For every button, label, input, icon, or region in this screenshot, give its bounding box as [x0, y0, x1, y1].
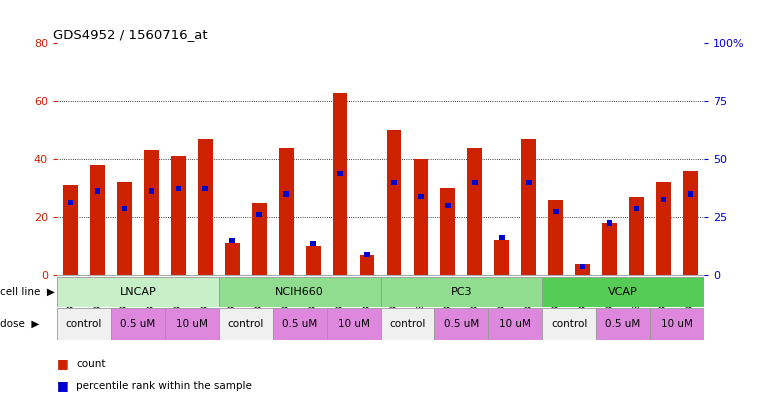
Text: VCAP: VCAP — [608, 287, 638, 297]
Text: ■: ■ — [57, 357, 68, 371]
Bar — [360, 255, 374, 275]
Bar — [198, 139, 213, 275]
Bar — [57, 308, 111, 340]
Bar — [553, 209, 559, 214]
Bar — [272, 308, 326, 340]
Bar — [337, 171, 343, 176]
Bar — [122, 206, 127, 211]
Bar — [148, 188, 154, 194]
Bar — [543, 277, 704, 307]
Bar — [472, 180, 478, 185]
Bar — [144, 151, 159, 275]
Text: cell line  ▶: cell line ▶ — [0, 287, 55, 297]
Bar — [607, 220, 613, 226]
Text: 10 uM: 10 uM — [176, 319, 208, 329]
Bar — [365, 252, 370, 257]
Bar — [219, 308, 272, 340]
Text: count: count — [76, 359, 106, 369]
Text: control: control — [390, 319, 425, 329]
Bar — [117, 182, 132, 275]
Text: 0.5 uM: 0.5 uM — [606, 319, 641, 329]
Bar — [68, 200, 73, 205]
Bar — [656, 182, 671, 275]
Bar — [387, 130, 401, 275]
Bar — [165, 308, 219, 340]
Text: NCIH660: NCIH660 — [275, 287, 324, 297]
Bar — [629, 197, 644, 275]
Bar — [418, 194, 424, 200]
Bar — [230, 238, 235, 243]
Text: LNCAP: LNCAP — [119, 287, 156, 297]
Bar — [94, 188, 100, 194]
Bar — [441, 188, 455, 275]
Bar — [202, 185, 208, 191]
Text: 10 uM: 10 uM — [661, 319, 693, 329]
Bar — [252, 203, 266, 275]
Bar — [256, 211, 262, 217]
Bar — [489, 308, 542, 340]
Bar — [499, 235, 505, 240]
Bar — [310, 241, 316, 246]
Bar — [575, 264, 590, 275]
Bar — [543, 308, 596, 340]
Bar — [380, 308, 435, 340]
Text: PC3: PC3 — [451, 287, 472, 297]
Text: 0.5 uM: 0.5 uM — [282, 319, 317, 329]
Text: 0.5 uM: 0.5 uM — [120, 319, 155, 329]
Bar — [413, 159, 428, 275]
Text: control: control — [228, 319, 264, 329]
Text: dose  ▶: dose ▶ — [0, 319, 40, 329]
Bar — [391, 180, 396, 185]
Bar — [661, 197, 667, 202]
Bar — [683, 171, 698, 275]
Bar — [445, 203, 451, 208]
Bar — [279, 147, 294, 275]
Bar — [435, 308, 489, 340]
Bar — [580, 264, 585, 269]
Text: 10 uM: 10 uM — [338, 319, 370, 329]
Bar — [634, 206, 639, 211]
Bar — [650, 308, 704, 340]
Bar — [90, 165, 105, 275]
Bar — [688, 191, 693, 196]
Bar — [333, 92, 348, 275]
Bar — [219, 277, 380, 307]
Bar — [224, 243, 240, 275]
Bar — [521, 139, 537, 275]
Bar — [176, 185, 181, 191]
Bar — [596, 308, 650, 340]
Bar — [380, 277, 542, 307]
Text: control: control — [66, 319, 102, 329]
Text: 10 uM: 10 uM — [499, 319, 531, 329]
Text: control: control — [551, 319, 587, 329]
Bar — [111, 308, 165, 340]
Bar — [602, 223, 617, 275]
Text: 0.5 uM: 0.5 uM — [444, 319, 479, 329]
Bar — [63, 185, 78, 275]
Bar — [526, 180, 531, 185]
Bar — [283, 191, 289, 196]
Bar — [306, 246, 320, 275]
Bar — [326, 308, 380, 340]
Bar — [57, 277, 219, 307]
Bar — [548, 200, 563, 275]
Bar — [495, 240, 509, 275]
Text: percentile rank within the sample: percentile rank within the sample — [76, 380, 252, 391]
Text: GDS4952 / 1560716_at: GDS4952 / 1560716_at — [53, 28, 208, 41]
Bar — [467, 147, 482, 275]
Bar — [171, 156, 186, 275]
Text: ■: ■ — [57, 379, 68, 392]
